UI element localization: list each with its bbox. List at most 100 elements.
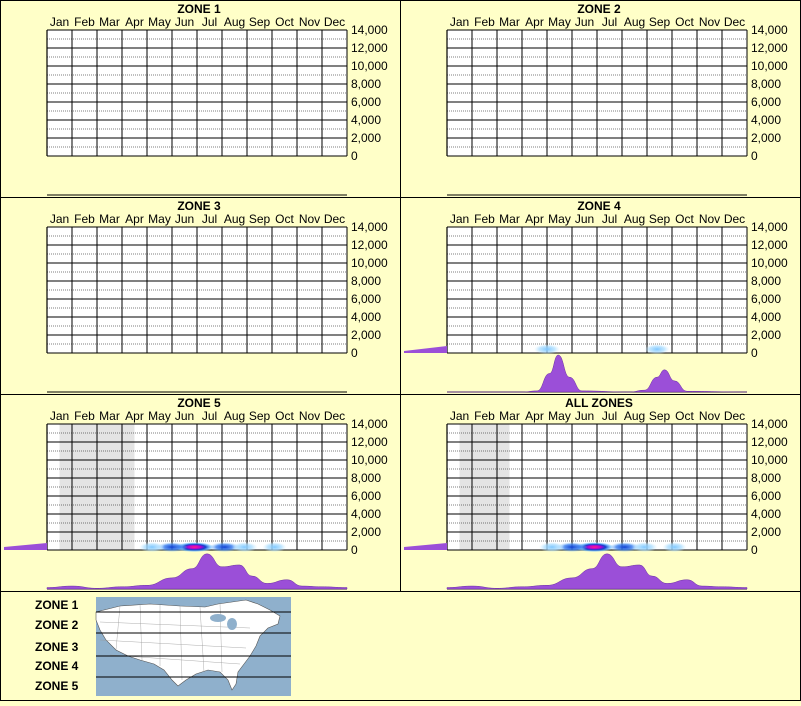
y-tick-label: 12,000: [751, 435, 788, 449]
month-tick-label: Dec: [324, 212, 345, 226]
month-tick-label: Jun: [175, 212, 194, 226]
chart-panel: ZONE 5 Jan Feb Mar Apr May Jun Jul Aug Sep Oct Nov D…: [4, 396, 388, 590]
month-tick-label: Sep: [249, 15, 271, 29]
month-tick-label: Mar: [499, 409, 520, 423]
y-tick-label: 14,000: [751, 417, 788, 431]
y-tick-label: 10,000: [751, 59, 788, 73]
y-tick-label: 6,000: [751, 292, 781, 306]
y-tick-label: 2,000: [351, 131, 381, 145]
month-tick-label: Aug: [224, 212, 245, 226]
y-tick-label: 4,000: [751, 507, 781, 521]
panel-title: ZONE 4: [577, 199, 621, 213]
y-tick-label: 10,000: [751, 453, 788, 467]
y-tick-label: 4,000: [351, 507, 381, 521]
y-tick-label: 14,000: [351, 23, 388, 37]
heat-blob: [556, 542, 588, 553]
y-tick-label: 10,000: [751, 256, 788, 270]
month-tick-label: Dec: [324, 409, 345, 423]
heat-blob: [262, 542, 287, 553]
y-tick-label: 4,000: [751, 113, 781, 127]
month-distribution-area: [46, 553, 348, 590]
y-tick-label: 6,000: [751, 489, 781, 503]
month-tick-label: Aug: [224, 15, 245, 29]
y-tick-label: 8,000: [351, 274, 381, 288]
heat-blob: [231, 542, 258, 553]
month-tick-label: Sep: [249, 212, 271, 226]
month-tick-label: May: [148, 409, 171, 423]
month-tick-label: Jun: [175, 409, 194, 423]
month-tick-label: Apr: [525, 409, 544, 423]
month-tick-label: Nov: [299, 15, 320, 29]
month-distribution-area: [446, 553, 748, 590]
heat-blob: [139, 542, 165, 553]
y-tick-label: 4,000: [351, 310, 381, 324]
y-tick-label: 0: [351, 543, 358, 557]
heat-blob: [156, 542, 188, 553]
month-tick-label: Jun: [175, 15, 194, 29]
month-tick-label: Oct: [275, 15, 294, 29]
panel-title: ZONE 1: [177, 2, 221, 16]
y-tick-label: 4,000: [351, 113, 381, 127]
legend-zone-label: ZONE 2: [35, 618, 79, 632]
map-state-border: [199, 606, 205, 673]
month-tick-label: Oct: [275, 409, 294, 423]
y-tick-label: 0: [351, 346, 358, 360]
y-tick-label: 8,000: [751, 274, 781, 288]
heat-blob: [644, 344, 670, 355]
y-tick-label: 2,000: [751, 328, 781, 342]
y-tick-label: 6,000: [351, 95, 381, 109]
month-tick-label: Feb: [74, 409, 95, 423]
y-tick-label: 14,000: [751, 220, 788, 234]
legend-zone-label: ZONE 3: [35, 640, 79, 654]
month-tick-label: Jan: [450, 15, 469, 29]
y-tick-label: 0: [351, 149, 358, 163]
month-tick-label: Nov: [699, 212, 720, 226]
heat-blob: [609, 542, 640, 553]
month-tick-label: May: [548, 409, 571, 423]
month-tick-label: Aug: [624, 15, 645, 29]
y-tick-label: 14,000: [351, 220, 388, 234]
month-tick-label: Sep: [649, 212, 671, 226]
y-tick-label: 10,000: [351, 453, 388, 467]
y-tick-label: 0: [751, 346, 758, 360]
heat-blob: [534, 344, 560, 355]
month-tick-label: Feb: [474, 15, 495, 29]
y-tick-label: 6,000: [351, 292, 381, 306]
month-tick-label: Jan: [450, 409, 469, 423]
month-tick-label: Mar: [499, 212, 520, 226]
month-tick-label: May: [548, 15, 571, 29]
month-tick-label: Jul: [202, 15, 217, 29]
y-tick-label: 2,000: [751, 525, 781, 539]
y-tick-label: 2,000: [351, 328, 381, 342]
month-tick-label: Dec: [724, 409, 745, 423]
y-tick-label: 10,000: [351, 256, 388, 270]
month-tick-label: Jan: [50, 409, 69, 423]
month-tick-label: Jun: [575, 15, 594, 29]
y-tick-label: 0: [751, 543, 758, 557]
month-tick-label: May: [148, 212, 171, 226]
y-tick-label: 4,000: [751, 310, 781, 324]
map-state-border: [139, 603, 143, 661]
y-tick-label: 14,000: [751, 23, 788, 37]
us-map: [95, 597, 291, 696]
zone-legend: ZONE 1 ZONE 2 ZONE 3 ZONE 4 ZONE 5: [35, 597, 291, 696]
panel-title: ALL ZONES: [565, 396, 633, 410]
month-tick-label: Feb: [74, 15, 95, 29]
heat-blob: [209, 542, 240, 553]
y-tick-label: 2,000: [751, 131, 781, 145]
month-tick-label: Mar: [99, 409, 120, 423]
month-tick-label: Aug: [624, 409, 645, 423]
month-tick-label: Aug: [224, 409, 245, 423]
month-tick-label: May: [148, 15, 171, 29]
y-tick-label: 6,000: [751, 95, 781, 109]
legend-zone-label: ZONE 5: [35, 679, 79, 693]
y-tick-label: 12,000: [751, 238, 788, 252]
month-tick-label: Sep: [249, 409, 271, 423]
map-state-border: [99, 639, 247, 649]
month-tick-label: May: [548, 212, 571, 226]
map-state-border: [115, 605, 121, 651]
month-tick-label: Apr: [525, 212, 544, 226]
month-tick-label: Oct: [275, 212, 294, 226]
month-tick-label: Apr: [125, 409, 144, 423]
map-lake: [210, 614, 226, 622]
